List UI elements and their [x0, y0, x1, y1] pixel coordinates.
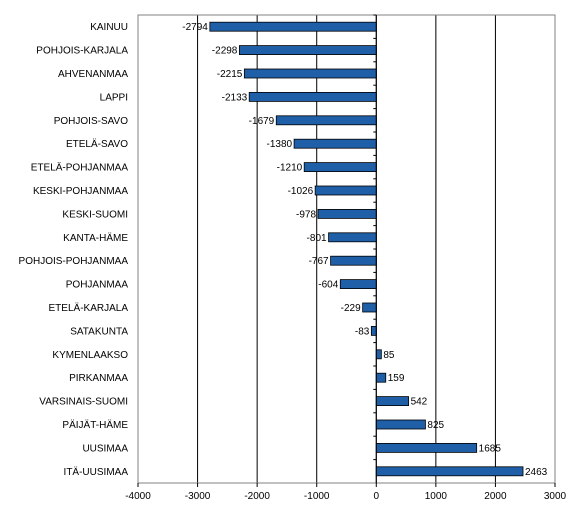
bar [375, 349, 382, 360]
data-label: -801 [307, 233, 327, 244]
category-label: ITÄ-UUSIMAA [64, 466, 129, 478]
data-label: 825 [427, 420, 444, 431]
category-label: KANTA-HÄME [63, 232, 128, 244]
data-label: -229 [341, 303, 361, 314]
bar [275, 115, 377, 126]
data-label: 159 [388, 373, 405, 384]
data-label: 2463 [525, 467, 548, 478]
x-tick-label: 1000 [425, 491, 448, 502]
bar [238, 45, 377, 55]
axes [137, 14, 556, 487]
data-label: -1026 [288, 186, 314, 197]
bar [375, 419, 426, 430]
category-label: UUSIMAA [82, 443, 128, 454]
data-label: -2133 [222, 92, 248, 103]
data-label: 85 [383, 350, 395, 361]
x-tick-label: 3000 [544, 491, 567, 502]
bar [209, 21, 377, 32]
data-label: -1380 [266, 139, 292, 150]
bar [328, 232, 377, 243]
bar [317, 208, 377, 219]
labels: -4000 -3000 -2000 -1000 0 1000 2000 3000 KAINUU -… [19, 22, 567, 502]
data-label: -1679 [249, 116, 275, 127]
category-label: LAPPI [100, 92, 128, 103]
data-label: -1210 [277, 163, 303, 174]
category-label: PÄIJÄT-HÄME [62, 419, 128, 431]
category-label: ETELÄ-KARJALA [49, 302, 129, 314]
bar [243, 68, 377, 79]
x-tick-label: -4000 [125, 491, 151, 502]
category-label: ETELÄ-SAVO [66, 138, 128, 150]
bar [339, 279, 377, 290]
data-label: -767 [309, 256, 329, 267]
bar [248, 92, 377, 102]
x-tick-label: -2000 [244, 491, 270, 502]
data-label: -2298 [212, 46, 238, 57]
data-label: -83 [355, 326, 370, 337]
gridlines [137, 15, 556, 483]
data-label: -978 [296, 209, 316, 220]
bar [375, 442, 478, 453]
category-label: POHJOIS-SAVO [54, 116, 128, 127]
bars [209, 21, 524, 477]
plot-frame [137, 14, 556, 484]
data-label: -2794 [182, 22, 208, 33]
x-tick-label: 2000 [484, 491, 507, 502]
bar [293, 138, 377, 149]
category-label: POHJOIS-KARJALA [36, 46, 128, 57]
data-label: -2215 [217, 69, 243, 80]
x-tick-label: -3000 [185, 491, 211, 502]
category-label: VARSINAIS-SUOMI [39, 397, 128, 408]
data-label: 1685 [479, 443, 502, 454]
category-label: POHJANMAA [66, 280, 129, 291]
bar [303, 162, 377, 173]
category-label: AHVENANMAA [58, 69, 128, 80]
category-label: ETELÄ-POHJANMAA [31, 162, 129, 174]
bar [370, 325, 377, 336]
x-tick-label: 0 [374, 491, 380, 502]
data-label: 542 [411, 397, 428, 408]
bar [375, 466, 524, 477]
category-label: KAINUU [90, 22, 128, 33]
category-label: KESKI-SUOMI [62, 209, 128, 220]
category-label: KESKI-POHJANMAA [33, 186, 128, 197]
category-label: PIRKANMAA [69, 373, 128, 384]
category-label: POHJOIS-POHJANMAA [19, 256, 129, 267]
bar [362, 302, 377, 313]
bar [375, 372, 387, 383]
category-label: SATAKUNTA [70, 326, 128, 337]
bar [330, 255, 377, 266]
x-tick-label: -1000 [304, 491, 330, 502]
data-label: -604 [318, 280, 338, 291]
bar [314, 185, 377, 196]
bar [375, 396, 409, 407]
category-label: KYMENLAAKSO [52, 350, 128, 361]
